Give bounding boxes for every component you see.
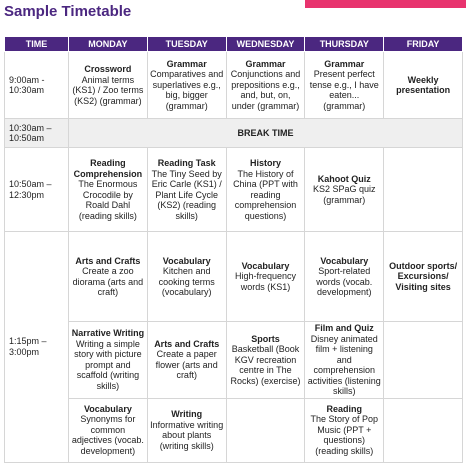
table-row: 10:30am – 10:50am BREAK TIME — [4, 118, 463, 148]
activity-cell: Film and Quiz Disney animated film + list… — [304, 321, 385, 399]
column-header: FRIDAY — [383, 36, 463, 52]
time-cell: 10:30am – 10:50am — [4, 118, 69, 148]
table-row: 9:00am - 10:30am Crossword Animal terms (K… — [4, 51, 463, 119]
activity-title: Reading Task — [157, 158, 216, 168]
table-row: 1:15pm – 3:00pm Arts and Crafts Create a z… — [4, 231, 463, 463]
activity-desc: Synonyms for common adjectives (vocab. d… — [71, 414, 144, 456]
activity-cell: Kahoot Quiz KS2 SPaG quiz (grammar) — [304, 147, 385, 232]
activity-cell: Reading The Story of Pop Music (PPT + que… — [304, 397, 385, 463]
accent-bar — [305, 0, 466, 8]
activity-desc: Writing a simple story with picture prom… — [74, 338, 142, 391]
time-cell: 9:00am - 10:30am — [4, 51, 69, 119]
activity-title: Kahoot Quiz — [317, 173, 371, 184]
activity-cell: History The History of China (PPT with re… — [225, 147, 306, 232]
activity-title: Grammar — [166, 58, 207, 69]
activity-desc: Present perfect tense e.g., I have eaten… — [309, 69, 379, 111]
time-cell: 1:15pm – 3:00pm — [4, 231, 69, 463]
activity-cell — [383, 147, 463, 232]
table-row: Vocabulary Synonyms for common adjectives… — [5, 397, 463, 463]
activity-desc: Comparatives and superlatives e.g., big,… — [150, 69, 224, 111]
activity-cell: Grammar Comparatives and superlatives e.g… — [146, 51, 227, 119]
activity-title: Reading Comprehension — [73, 158, 143, 179]
table-row: Narrative Writing Writing a simple story … — [5, 321, 463, 399]
activity-cell: Grammar Conjunctions and prepositions e.g… — [225, 51, 306, 119]
activity-desc: KS2 SPaG quiz (grammar) — [313, 184, 376, 205]
activity-title: Arts and Crafts — [154, 338, 220, 349]
activity-cell: Arts and Crafts Create a zoo diorama (art… — [68, 231, 148, 322]
activity-title: Grammar — [324, 58, 365, 69]
activity-desc: Conjunctions and prepositions e.g., and,… — [230, 69, 301, 111]
activity-title: Vocabulary — [162, 255, 211, 266]
activity-title: Sports — [251, 333, 280, 344]
column-header: TIME — [4, 36, 69, 52]
activity-title: Vocabulary — [320, 255, 369, 266]
activity-title: Outdoor sports/ Excursions/ Visiting sit… — [389, 260, 458, 292]
activity-title: History — [249, 158, 281, 168]
activity-cell — [225, 397, 306, 463]
column-header: MONDAY — [68, 36, 148, 52]
activity-desc: Disney animated film + listening and com… — [307, 333, 381, 397]
activity-cell: Sports Basketball (Book KGV recreation ce… — [225, 321, 306, 399]
activity-desc: Informative writing about plants (writin… — [150, 419, 224, 451]
activity-desc: High-frequency words (KS1) — [234, 271, 296, 292]
activity-cell — [383, 397, 463, 463]
activity-desc: The History of China (PPT with reading c… — [233, 168, 298, 221]
activity-desc: Basketball (Book KGV recreation centre i… — [230, 344, 301, 386]
activity-cell: Narrative Writing Writing a simple story … — [68, 321, 148, 399]
activity-desc: Kitchen and cooking terms (vocabulary) — [158, 266, 215, 297]
activity-cell: Vocabulary Kitchen and cooking terms (voc… — [146, 231, 227, 322]
activity-cell: Outdoor sports/ Excursions/ Visiting sit… — [383, 231, 463, 322]
activity-desc: The Tiny Seed by Eric Carle (KS1) / Plan… — [151, 168, 222, 221]
timetable: TIME MONDAY TUESDAY WEDNESDAY THURSDAY FRIDAY… — [4, 36, 463, 463]
activity-cell: Vocabulary Sport-related words (vocab. de… — [304, 231, 385, 322]
activity-title: Vocabulary — [241, 260, 290, 271]
column-header: WEDNESDAY — [225, 36, 306, 52]
activity-cell: Writing Informative writing about plants … — [146, 397, 227, 463]
page-title: Sample Timetable — [4, 3, 132, 20]
activity-cell: Reading Task The Tiny Seed by Eric Carle … — [146, 147, 227, 232]
activity-desc: Sport-related words (vocab. development) — [316, 266, 373, 297]
activity-desc: The Story of Pop Music (PPT + questions)… — [310, 414, 379, 456]
header-row: TIME MONDAY TUESDAY WEDNESDAY THURSDAY FRIDAY — [4, 36, 463, 52]
activity-desc: Create a zoo diorama (arts and craft) — [72, 266, 144, 297]
activity-cell: Arts and Crafts Create a paper flower (ar… — [146, 321, 227, 399]
activity-title: Narrative Writing — [71, 328, 145, 339]
activity-title: Crossword — [84, 64, 132, 74]
activity-cell: Reading Comprehension The Enormous Crocod… — [68, 147, 148, 232]
activity-title: Arts and Crafts — [75, 255, 141, 266]
activity-cell: Vocabulary High-frequency words (KS1) — [225, 231, 306, 322]
activity-title: Reading — [326, 403, 363, 414]
activity-desc: Create a paper flower (arts and craft) — [155, 349, 218, 381]
column-header: THURSDAY — [304, 36, 385, 52]
activity-desc: The Enormous Crocodile by Roald Dahl (re… — [78, 179, 138, 221]
activity-cell: Grammar Present perfect tense e.g., I hav… — [304, 51, 385, 119]
activity-desc: Animal terms (KS1) / Zoo terms (KS2) (gr… — [72, 74, 144, 106]
activity-title: Writing — [171, 409, 203, 419]
activity-cell: Vocabulary Synonyms for common adjectives… — [68, 397, 148, 463]
activity-title: Weekly presentation — [396, 74, 451, 96]
activity-cell: Crossword Animal terms (KS1) / Zoo terms … — [68, 51, 148, 119]
activity-cell — [383, 321, 463, 399]
time-cell: 10:50am – 12:30pm — [4, 147, 69, 232]
activity-title: Grammar — [245, 58, 286, 69]
break-cell: BREAK TIME — [68, 118, 463, 148]
column-header: TUESDAY — [146, 36, 227, 52]
table-row: 10:50am – 12:30pm Reading Comprehension Th… — [4, 147, 463, 232]
activity-title: Vocabulary — [83, 403, 132, 414]
activity-title: Film and Quiz — [314, 323, 374, 333]
activity-cell: Weekly presentation — [383, 51, 463, 119]
